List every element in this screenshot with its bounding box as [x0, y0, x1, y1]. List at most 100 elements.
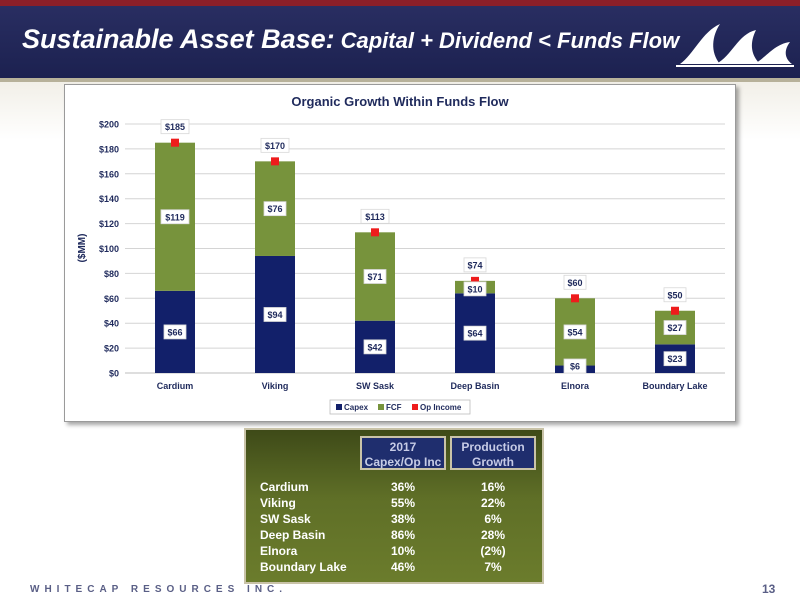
y-tick-label: $160 — [99, 169, 119, 179]
row-capex-op: 10% — [390, 544, 416, 558]
chart-legend: Capex FCF Op Income — [329, 399, 471, 415]
row-growth: 22% — [480, 496, 506, 510]
x-tick-label: SW Sask — [356, 381, 395, 391]
x-tick-label: Boundary Lake — [642, 381, 707, 391]
table-header-growth-line2: Growth — [472, 455, 514, 469]
row-growth: 28% — [480, 528, 506, 542]
growth-table: 2017 Capex/Op Inc Production Growth Card… — [244, 428, 544, 584]
row-capex-op: 36% — [390, 480, 416, 494]
row-growth: 16% — [480, 480, 506, 494]
data-label-fcf-bg — [463, 281, 487, 297]
marker-op-income — [271, 157, 279, 166]
whitecap-wave-logo — [676, 24, 794, 67]
data-label-fcf: $10 — [467, 284, 482, 294]
chart-title: Organic Growth Within Funds Flow — [291, 94, 509, 109]
data-label-capex: $6 — [570, 362, 580, 372]
table-row: Elnora 10% (2%) — [260, 544, 530, 560]
data-label-op-income-bg — [563, 274, 587, 290]
y-axis-ticks: $0 $20 $40 $60 $80 $100 $120 $140 $160 $180 $200 — [99, 120, 119, 379]
title-sub: Capital + Dividend < Funds Flow — [340, 28, 680, 53]
data-label-capex-bg — [263, 307, 287, 322]
data-label-op-income: $60 — [567, 278, 582, 288]
y-tick-label: $80 — [104, 269, 119, 279]
data-label-fcf-bg — [663, 320, 687, 335]
legend-label: Op Income — [420, 403, 462, 412]
data-label-capex-bg — [163, 324, 187, 340]
row-capex-op: 46% — [390, 560, 416, 574]
data-label-fcf: $27 — [667, 323, 682, 333]
data-label-fcf-bg — [263, 201, 287, 217]
row-name: Boundary Lake — [260, 560, 347, 574]
table-row: Viking 55% 22% — [260, 496, 530, 512]
stacked-bar-chart: Organic Growth Within Funds Flow ($MM) $… — [77, 94, 725, 415]
slide-title: Sustainable Asset Base: Capital + Dividen… — [22, 24, 679, 55]
legend-label: FCF — [386, 403, 402, 412]
data-label-fcf: $71 — [367, 272, 382, 282]
x-tick-label: Elnora — [561, 381, 590, 391]
row-name: Viking — [260, 496, 296, 510]
y-tick-label: $120 — [99, 219, 119, 229]
y-tick-label: $100 — [99, 244, 119, 254]
data-label-fcf: $54 — [567, 327, 582, 337]
y-tick-label: $0 — [109, 369, 119, 379]
chart-panel: Organic Growth Within Funds Flow ($MM) $… — [64, 84, 736, 422]
legend-label: Capex — [344, 403, 369, 412]
header-accent-bar — [0, 0, 800, 6]
y-tick-label: $60 — [104, 294, 119, 304]
data-label-capex: $42 — [367, 342, 382, 352]
data-label-fcf-bg — [363, 269, 387, 284]
x-tick-label: Viking — [262, 381, 289, 391]
data-label-capex: $66 — [167, 327, 182, 337]
page-number: 13 — [762, 582, 776, 596]
data-label-fcf-bg — [160, 209, 190, 225]
data-labels: $66 $119 $185 $94 $76 $170 $42 $71 $113 $64 $10 $74… — [160, 119, 687, 374]
data-label-fcf: $76 — [267, 204, 282, 214]
marker-op-income — [371, 228, 379, 237]
data-label-capex-bg — [663, 351, 687, 367]
legend-swatch — [336, 404, 342, 410]
gridlines — [125, 123, 725, 374]
footer-company-name: WHITECAP RESOURCES INC. — [30, 584, 288, 595]
x-tick-label: Cardium — [157, 381, 194, 391]
data-label-op-income-bg — [360, 208, 390, 224]
data-label-fcf-bg — [563, 324, 587, 340]
data-label-op-income: $113 — [365, 212, 385, 222]
row-name: Deep Basin — [260, 528, 326, 542]
data-label-op-income: $185 — [165, 122, 185, 132]
data-label-op-income: $74 — [467, 260, 482, 270]
data-label-op-income-bg — [260, 137, 290, 153]
data-label-capex: $23 — [667, 354, 682, 364]
y-tick-label: $20 — [104, 344, 119, 354]
row-name: Cardium — [260, 480, 309, 494]
marker-op-income — [171, 138, 179, 147]
data-label-capex-bg — [363, 339, 387, 355]
marker-op-income — [471, 276, 479, 285]
y-axis-title: ($MM) — [77, 234, 88, 263]
row-capex-op: 38% — [390, 512, 416, 526]
table-header-production-growth: Production Growth — [450, 436, 536, 470]
data-label-capex: $94 — [267, 310, 282, 320]
table-header-capex-op: 2017 Capex/Op Inc — [360, 436, 446, 470]
row-growth: 6% — [484, 512, 502, 526]
data-label-op-income-bg — [663, 287, 687, 303]
table-row: Cardium 36% 16% — [260, 480, 530, 496]
title-main: Sustainable Asset Base: — [22, 24, 335, 54]
slide-header: Sustainable Asset Base: Capital + Dividen… — [0, 0, 800, 82]
table-header-capex-op-line1: 2017 — [389, 440, 417, 454]
row-growth: (2%) — [480, 544, 506, 558]
y-tick-label: $140 — [99, 194, 119, 204]
data-label-op-income-bg — [160, 119, 190, 135]
legend-box — [329, 399, 471, 415]
table-header-capex-op-line2: Capex/Op Inc — [364, 455, 442, 469]
table-row: SW Sask 38% 6% — [260, 512, 530, 528]
data-label-op-income: $170 — [265, 141, 285, 151]
table-row: Boundary Lake 46% 7% — [260, 560, 530, 576]
x-axis-ticks: Cardium Viking SW Sask Deep Basin Elnora Boun… — [157, 381, 708, 391]
table-row: Deep Basin 86% 28% — [260, 528, 530, 544]
data-label-op-income: $50 — [667, 290, 682, 300]
data-label-op-income-bg — [463, 257, 487, 273]
row-capex-op: 55% — [390, 496, 416, 510]
y-tick-label: $40 — [104, 319, 119, 329]
y-tick-label: $200 — [99, 120, 119, 130]
row-name: Elnora — [260, 544, 298, 558]
